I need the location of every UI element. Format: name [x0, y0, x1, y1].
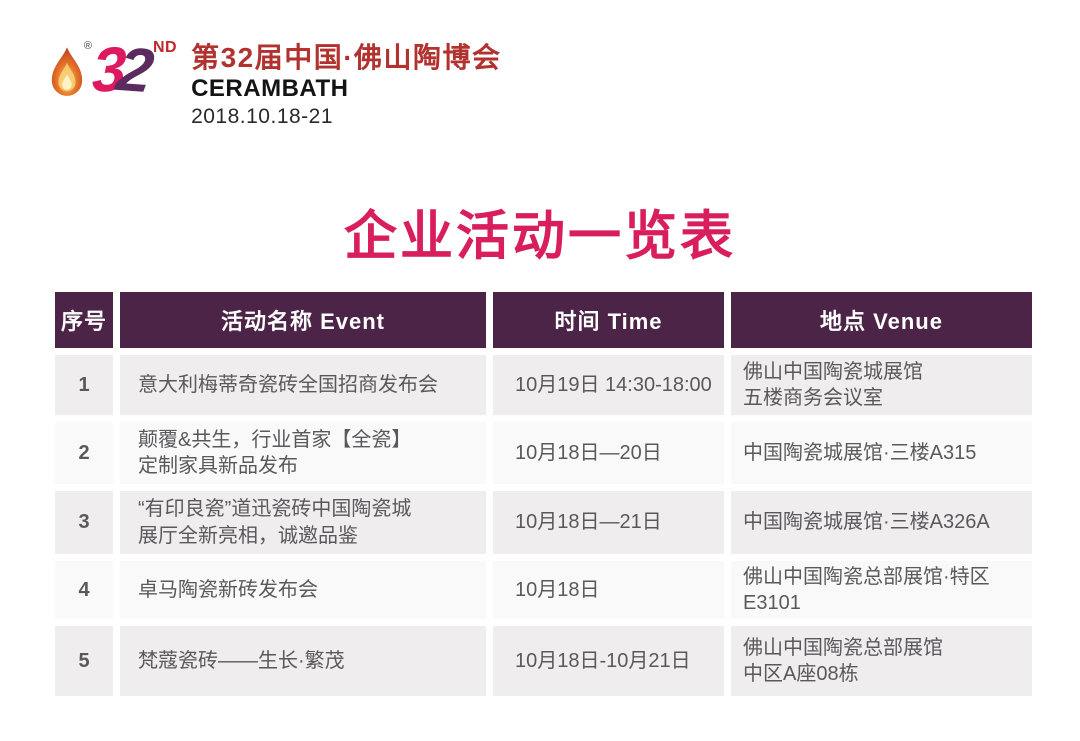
cell-event: 卓马陶瓷新砖发布会 — [120, 561, 486, 619]
brand-name: CERAMBATH — [191, 75, 349, 103]
cell-no: 3 — [55, 491, 113, 554]
cell-event: 颠覆&共生，行业首家【全瓷】 定制家具新品发布 — [120, 422, 486, 484]
page-title: 企业活动一览表 — [344, 207, 736, 266]
table-row: 5 梵蔻瓷砖——生长·繁茂 10月18日-10月21日 佛山中国陶瓷总部展馆 中… — [55, 626, 1032, 696]
header-cell-time: 时间 Time — [493, 292, 724, 348]
event-line: 卓马陶瓷新砖发布会 — [138, 578, 318, 601]
cell-no: 1 — [55, 355, 113, 415]
cell-event: “有印良瓷”道迅瓷砖中国陶瓷城 展厅全新亮相，诚邀品鉴 — [120, 491, 486, 554]
cell-time: 10月18日—20日 — [493, 422, 724, 484]
event-line: 意大利梅蒂奇瓷砖全国招商发布会 — [138, 373, 438, 396]
table-row: 2 颠覆&共生，行业首家【全瓷】 定制家具新品发布 10月18日—20日 中国陶… — [55, 422, 1032, 484]
cell-event: 梵蔻瓷砖——生长·繁茂 — [120, 626, 486, 696]
table-row: 1 意大利梅蒂奇瓷砖全国招商发布会 10月19日 14:30-18:00 佛山中… — [55, 355, 1032, 415]
venue-line: 佛山中国陶瓷总部展馆·特区E3101 — [743, 565, 990, 614]
venue-line: 五楼商务会议室 — [743, 387, 883, 409]
cell-no: 2 — [55, 422, 113, 484]
event-line: 定制家具新品发布 — [138, 455, 298, 477]
venue-line: 中国陶瓷城展馆·三楼A315 — [743, 441, 977, 464]
expo-logo: ® 3 2 ND 第32届中国·佛山陶博会 CERAMBATH 2018.10.… — [48, 34, 502, 128]
venue-line: 中国陶瓷城展馆·三楼A326A — [743, 511, 990, 534]
expo-title-cn: 第32届中国·佛山陶博会 — [191, 42, 502, 73]
logo-text-block: 第32届中国·佛山陶博会 CERAMBATH 2018.10.18-21 — [191, 42, 501, 128]
event-line: 颠覆&共生，行业首家【全瓷】 — [138, 428, 412, 451]
cell-time: 10月18日-10月21日 — [493, 626, 724, 696]
header-cell-no: 序号 — [55, 292, 113, 348]
event-line: “有印良瓷”道迅瓷砖中国陶瓷城 — [138, 498, 412, 521]
expo-dates: 2018.10.18-21 — [191, 104, 334, 128]
event-line: 梵蔻瓷砖——生长·繁茂 — [138, 649, 345, 672]
header-cell-venue: 地点 Venue — [731, 292, 1032, 348]
venue-line: 中区A座08栋 — [743, 663, 859, 685]
cell-time: 10月18日 — [493, 561, 724, 619]
cell-venue: 佛山中国陶瓷城展馆 五楼商务会议室 — [731, 355, 1032, 415]
registered-mark: ® — [83, 40, 92, 52]
cell-no: 5 — [55, 626, 113, 696]
table-row: 4 卓马陶瓷新砖发布会 10月18日 佛山中国陶瓷总部展馆·特区E3101 — [55, 561, 1032, 619]
ordinal-superscript: ND — [152, 39, 178, 56]
event-line: 展厅全新亮相，诚邀品鉴 — [138, 524, 358, 547]
venue-line: 佛山中国陶瓷城展馆 — [743, 360, 923, 383]
cell-venue: 中国陶瓷城展馆·三楼A315 — [731, 422, 1032, 484]
cell-venue: 中国陶瓷城展馆·三楼A326A — [731, 491, 1032, 554]
table-row: 3 “有印良瓷”道迅瓷砖中国陶瓷城 展厅全新亮相，诚邀品鉴 10月18日—21日… — [55, 491, 1032, 554]
logo-number: 3 2 ND — [91, 34, 178, 106]
cell-venue: 佛山中国陶瓷总部展馆 中区A座08栋 — [731, 626, 1032, 696]
events-table: 序号 活动名称 Event 时间 Time 地点 Venue 1 意大利梅蒂奇瓷… — [55, 292, 1032, 696]
cell-event: 意大利梅蒂奇瓷砖全国招商发布会 — [120, 355, 486, 415]
flame-icon: ® — [48, 40, 92, 108]
cell-time: 10月19日 14:30-18:00 — [493, 355, 724, 415]
cell-time: 10月18日—21日 — [493, 491, 724, 554]
cell-no: 4 — [55, 561, 113, 619]
venue-line: 佛山中国陶瓷总部展馆 — [743, 636, 943, 659]
header-cell-event: 活动名称 Event — [120, 292, 486, 348]
table-header-row: 序号 活动名称 Event 时间 Time 地点 Venue — [55, 292, 1032, 348]
cell-venue: 佛山中国陶瓷总部展馆·特区E3101 — [731, 561, 1032, 619]
